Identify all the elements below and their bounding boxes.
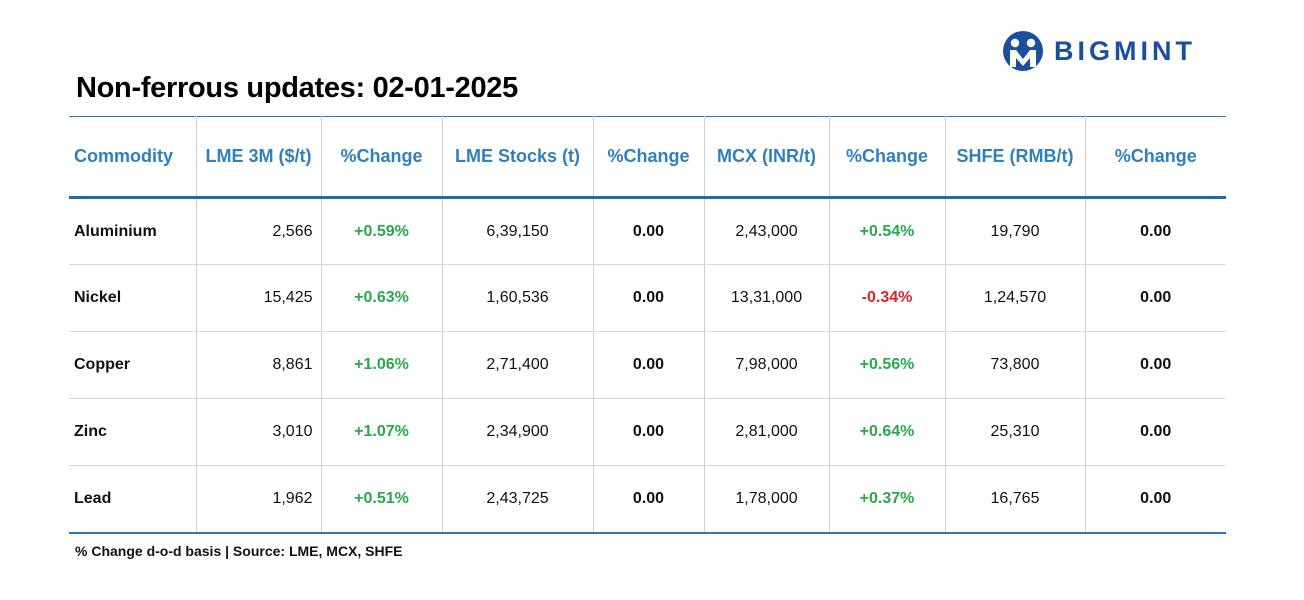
column-header: LME Stocks (t) <box>441 116 594 199</box>
lme-stocks-cell: 6,39,150 <box>441 197 594 265</box>
commodity-cell: Lead <box>69 465 197 534</box>
brand-logo: BIGMINT <box>1002 30 1196 72</box>
column-header: MCX (INR/t) <box>703 116 830 199</box>
shfe-cell: 1,24,570 <box>944 264 1086 332</box>
shfe-cell: 16,765 <box>944 465 1086 534</box>
table-row: Aluminium 2,566 +0.59% 6,39,150 0.00 2,4… <box>69 197 1226 265</box>
mcx-cell: 2,81,000 <box>703 398 830 466</box>
lme-stocks-cell: 2,71,400 <box>441 331 594 399</box>
mcx-cell: 2,43,000 <box>703 197 830 265</box>
commodity-cell: Copper <box>69 331 197 399</box>
lme-3m-cell: 1,962 <box>195 465 322 534</box>
page-title: Non-ferrous updates: 02-01-2025 <box>76 72 518 104</box>
lme-3m-change-cell: +0.63% <box>320 264 443 332</box>
lme-stocks-cell: 1,60,536 <box>441 264 594 332</box>
table-row: Copper 8,861 +1.06% 2,71,400 0.00 7,98,0… <box>69 331 1226 399</box>
lme-3m-change-cell: +0.59% <box>320 197 443 265</box>
lme-3m-change-cell: +1.06% <box>320 331 443 399</box>
mcx-change-cell: +0.37% <box>828 465 946 534</box>
column-header: %Change <box>1084 116 1226 199</box>
shfe-change-cell: 0.00 <box>1084 264 1226 332</box>
lme-3m-cell: 3,010 <box>195 398 322 466</box>
shfe-cell: 25,310 <box>944 398 1086 466</box>
table-row: Zinc 3,010 +1.07% 2,34,900 0.00 2,81,000… <box>69 398 1226 466</box>
mcx-change-cell: +0.64% <box>828 398 946 466</box>
lme-3m-cell: 15,425 <box>195 264 322 332</box>
bigmint-logo-icon <box>1003 31 1043 71</box>
table-header-row: Commodity LME 3M ($/t) %Change LME Stock… <box>69 116 1226 199</box>
commodity-cell: Nickel <box>69 264 197 332</box>
lme-stocks-change-cell: 0.00 <box>592 465 705 534</box>
lme-stocks-change-cell: 0.00 <box>592 264 705 332</box>
commodity-cell: Zinc <box>69 398 197 466</box>
lme-3m-cell: 8,861 <box>195 331 322 399</box>
shfe-change-cell: 0.00 <box>1084 331 1226 399</box>
mcx-change-cell: +0.54% <box>828 197 946 265</box>
lme-3m-change-cell: +0.51% <box>320 465 443 534</box>
lme-stocks-change-cell: 0.00 <box>592 398 705 466</box>
shfe-change-cell: 0.00 <box>1084 398 1226 466</box>
lme-stocks-cell: 2,34,900 <box>441 398 594 466</box>
mcx-cell: 7,98,000 <box>703 331 830 399</box>
brand-name: BIGMINT <box>1054 35 1196 66</box>
shfe-cell: 73,800 <box>944 331 1086 399</box>
shfe-change-cell: 0.00 <box>1084 465 1226 534</box>
shfe-cell: 19,790 <box>944 197 1086 265</box>
shfe-change-cell: 0.00 <box>1084 197 1226 265</box>
column-header: Commodity <box>69 116 197 199</box>
lme-stocks-change-cell: 0.00 <box>592 331 705 399</box>
source-footnote: % Change d-o-d basis | Source: LME, MCX,… <box>75 543 403 559</box>
column-header: SHFE (RMB/t) <box>944 116 1086 199</box>
lme-stocks-cell: 2,43,725 <box>441 465 594 534</box>
mcx-cell: 1,78,000 <box>703 465 830 534</box>
mcx-cell: 13,31,000 <box>703 264 830 332</box>
lme-3m-change-cell: +1.07% <box>320 398 443 466</box>
column-header: LME 3M ($/t) <box>195 116 322 199</box>
mcx-change-cell: +0.56% <box>828 331 946 399</box>
lme-3m-cell: 2,566 <box>195 197 322 265</box>
mcx-change-cell: -0.34% <box>828 264 946 332</box>
column-header: %Change <box>592 116 705 199</box>
table-row: Nickel 15,425 +0.63% 1,60,536 0.00 13,31… <box>69 264 1226 332</box>
commodity-cell: Aluminium <box>69 197 197 265</box>
column-header: %Change <box>828 116 946 199</box>
table-row: Lead 1,962 +0.51% 2,43,725 0.00 1,78,000… <box>69 465 1226 534</box>
lme-stocks-change-cell: 0.00 <box>592 197 705 265</box>
non-ferrous-table: Commodity LME 3M ($/t) %Change LME Stock… <box>69 116 1226 534</box>
column-header: %Change <box>320 116 443 199</box>
